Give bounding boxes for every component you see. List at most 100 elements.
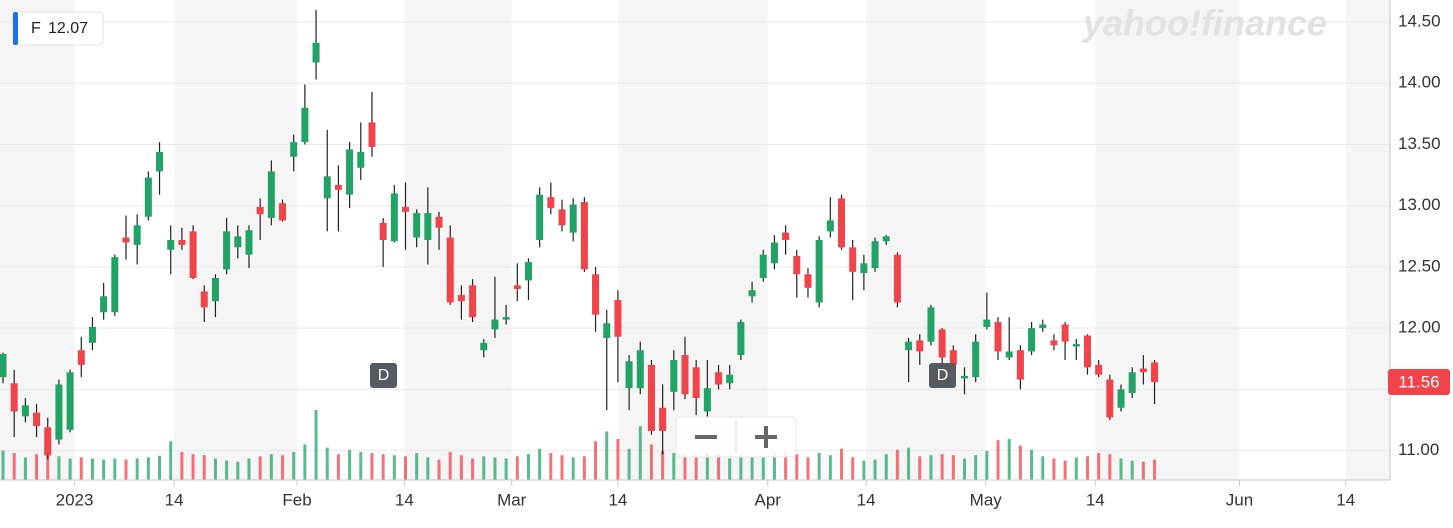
zoom-out-button[interactable]	[678, 419, 734, 455]
volume-bar	[560, 455, 564, 480]
volume-bar	[1130, 460, 1134, 480]
x-tick-label: Apr	[754, 490, 781, 509]
x-tick-label: 2023	[56, 490, 94, 509]
candle-body	[838, 198, 846, 248]
candle-body	[826, 220, 834, 232]
candle-body	[323, 176, 331, 199]
volume-bar	[739, 455, 743, 480]
band	[617, 0, 768, 480]
volume-bar	[314, 410, 318, 480]
y-tick-label: 14.00	[1398, 73, 1441, 92]
x-tick-label: 14	[395, 490, 414, 509]
volume-bar	[158, 455, 162, 480]
volume-bar	[135, 458, 139, 480]
volume-bar	[12, 453, 16, 480]
volume-bar	[985, 450, 989, 480]
candle-body	[871, 241, 879, 269]
dividend-marker[interactable]: D	[929, 363, 956, 388]
volume-bar	[303, 444, 307, 480]
quote-badge-accent	[13, 12, 18, 45]
candle-body	[357, 151, 365, 168]
volume-bar	[974, 455, 978, 480]
dividend-marker[interactable]: D	[370, 363, 397, 388]
volume-bar	[895, 449, 899, 480]
candle-body	[1151, 362, 1159, 383]
volume-bar	[806, 457, 810, 480]
volume-bar	[1063, 460, 1067, 480]
volume-bar	[1108, 454, 1112, 480]
volume-bar	[683, 454, 687, 480]
candle-body	[614, 300, 622, 337]
x-tick-label: Jun	[1226, 490, 1253, 509]
volume-bar	[213, 458, 217, 480]
candle-body	[938, 329, 946, 358]
volume-bar	[113, 458, 117, 480]
candle-body	[1028, 328, 1036, 352]
candle-body	[860, 263, 868, 274]
candle-body	[491, 319, 499, 330]
volume-bar	[1018, 445, 1022, 480]
volume-bar	[403, 456, 407, 480]
candle-body	[211, 277, 219, 302]
volume-bar	[191, 454, 195, 480]
volume-bar	[46, 452, 50, 480]
volume-bar	[907, 447, 911, 480]
candle-body	[972, 341, 980, 378]
volume-bar	[605, 431, 609, 480]
grid	[0, 21, 1390, 452]
candle-body	[55, 384, 63, 440]
candle-body	[267, 171, 275, 218]
volume-bar	[840, 448, 844, 480]
volume-bar	[929, 455, 933, 480]
candle-body	[513, 285, 521, 289]
zoom-in-button[interactable]	[738, 419, 794, 455]
x-tick-label: 14	[857, 490, 876, 509]
last-price-label: 11.56	[1398, 373, 1439, 392]
volume-bar	[817, 453, 821, 480]
volume-bar	[940, 454, 944, 480]
volume-bar	[102, 459, 106, 480]
candle-body	[133, 225, 141, 245]
candle-body	[446, 237, 454, 303]
volume-bar	[258, 456, 262, 480]
candle-body	[156, 151, 164, 172]
candle-body	[1106, 379, 1114, 418]
candle-body	[122, 237, 130, 243]
candle-body	[223, 231, 231, 270]
volume-bar	[571, 457, 575, 480]
volume-bar	[851, 457, 855, 480]
candle-body	[647, 364, 655, 432]
volume-bar	[884, 454, 888, 480]
volume-bar	[448, 452, 452, 480]
candle-body	[692, 367, 700, 398]
symbol: F	[31, 20, 41, 37]
volume-bar	[57, 456, 61, 480]
volume-bar	[292, 452, 296, 480]
volume-bar	[538, 448, 542, 480]
candle-body	[200, 291, 208, 308]
candle-body	[670, 360, 678, 392]
volume-bar	[180, 452, 184, 480]
volume-bar	[873, 459, 877, 480]
candle-body	[737, 322, 745, 356]
candle-body	[346, 149, 354, 195]
candle-body	[1117, 389, 1125, 408]
volume-bar	[415, 453, 419, 480]
candle-body	[1039, 324, 1047, 329]
volume-bar	[649, 444, 653, 480]
volume-bar	[761, 456, 765, 480]
band	[1095, 0, 1240, 480]
volume-bar	[627, 448, 631, 480]
candle-body	[558, 209, 566, 226]
candle-body	[949, 350, 957, 365]
candle-body	[0, 353, 7, 378]
minus-icon	[695, 435, 717, 439]
volume-bar	[962, 458, 966, 480]
volume-bars	[1, 410, 1157, 480]
candle-body	[1083, 335, 1091, 368]
volume-bar	[471, 458, 475, 480]
volume-bar	[392, 455, 396, 480]
candle-body	[44, 427, 52, 456]
candle-body	[524, 262, 532, 281]
volume-bar	[594, 441, 598, 480]
